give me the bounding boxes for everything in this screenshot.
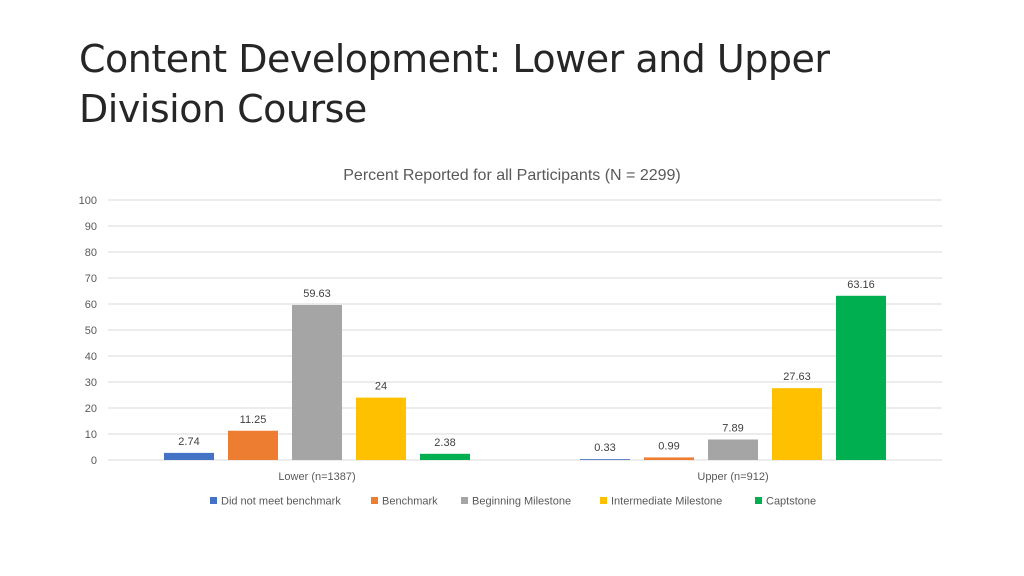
data-label: 2.38	[434, 437, 455, 449]
legend-label: Benchmark	[382, 496, 438, 508]
bar	[164, 452, 214, 460]
bars	[164, 295, 886, 460]
y-tick-label: 40	[85, 351, 97, 363]
legend-swatch	[210, 497, 217, 504]
y-tick-label: 0	[91, 455, 97, 467]
legend-swatch	[600, 497, 607, 504]
legend-swatch	[755, 497, 762, 504]
x-category-label: Lower (n=1387)	[278, 471, 355, 483]
slide-title: Content Development: Lower and Upper Div…	[79, 37, 830, 131]
legend-swatch	[461, 497, 468, 504]
bar	[292, 304, 342, 460]
x-category-label: Upper (n=912)	[697, 471, 768, 483]
data-labels: 2.74 11.25 59.63 24 2.38 0.33 0.99 7.89 27.63 63.…	[178, 279, 874, 454]
y-tick-label: 70	[85, 273, 97, 285]
data-label: 24	[375, 381, 387, 393]
y-tick-label: 20	[85, 403, 97, 415]
bar	[356, 397, 406, 460]
bar	[708, 439, 758, 460]
legend-label: Beginning Milestone	[472, 496, 571, 508]
x-axis-categories: Lower (n=1387) Upper (n=912)	[278, 471, 768, 483]
bar	[580, 459, 630, 460]
data-label: 11.25	[240, 414, 267, 426]
y-axis-ticks: 0 10 20 30 40 50 60 70 80 90 100	[79, 195, 97, 467]
bar	[644, 457, 694, 460]
legend-label: Captstone	[766, 496, 816, 508]
data-label: 63.16	[847, 279, 875, 291]
y-tick-label: 10	[85, 429, 97, 441]
legend-swatch	[371, 497, 378, 504]
bar	[836, 295, 886, 460]
bar	[420, 453, 470, 460]
y-tick-label: 50	[85, 325, 97, 337]
legend-label: Intermediate Milestone	[611, 496, 722, 508]
y-tick-label: 80	[85, 247, 97, 259]
bar	[228, 430, 278, 460]
y-tick-label: 30	[85, 377, 97, 389]
data-label: 7.89	[722, 422, 743, 434]
data-label: 0.99	[658, 440, 679, 452]
legend: Did not meet benchmark Benchmark Beginning…	[210, 496, 816, 508]
y-tick-label: 60	[85, 299, 97, 311]
chart-title: Percent Reported for all Participants (N…	[343, 167, 681, 184]
y-tick-label: 90	[85, 221, 97, 233]
bar-chart: Percent Reported for all Participants (N…	[79, 167, 942, 508]
legend-label: Did not meet benchmark	[221, 496, 341, 508]
data-label: 0.33	[594, 442, 615, 454]
y-tick-label: 100	[79, 195, 97, 207]
data-label: 2.74	[178, 436, 199, 448]
data-label: 27.63	[783, 371, 811, 383]
data-label: 59.63	[303, 288, 331, 300]
bar	[772, 388, 822, 460]
